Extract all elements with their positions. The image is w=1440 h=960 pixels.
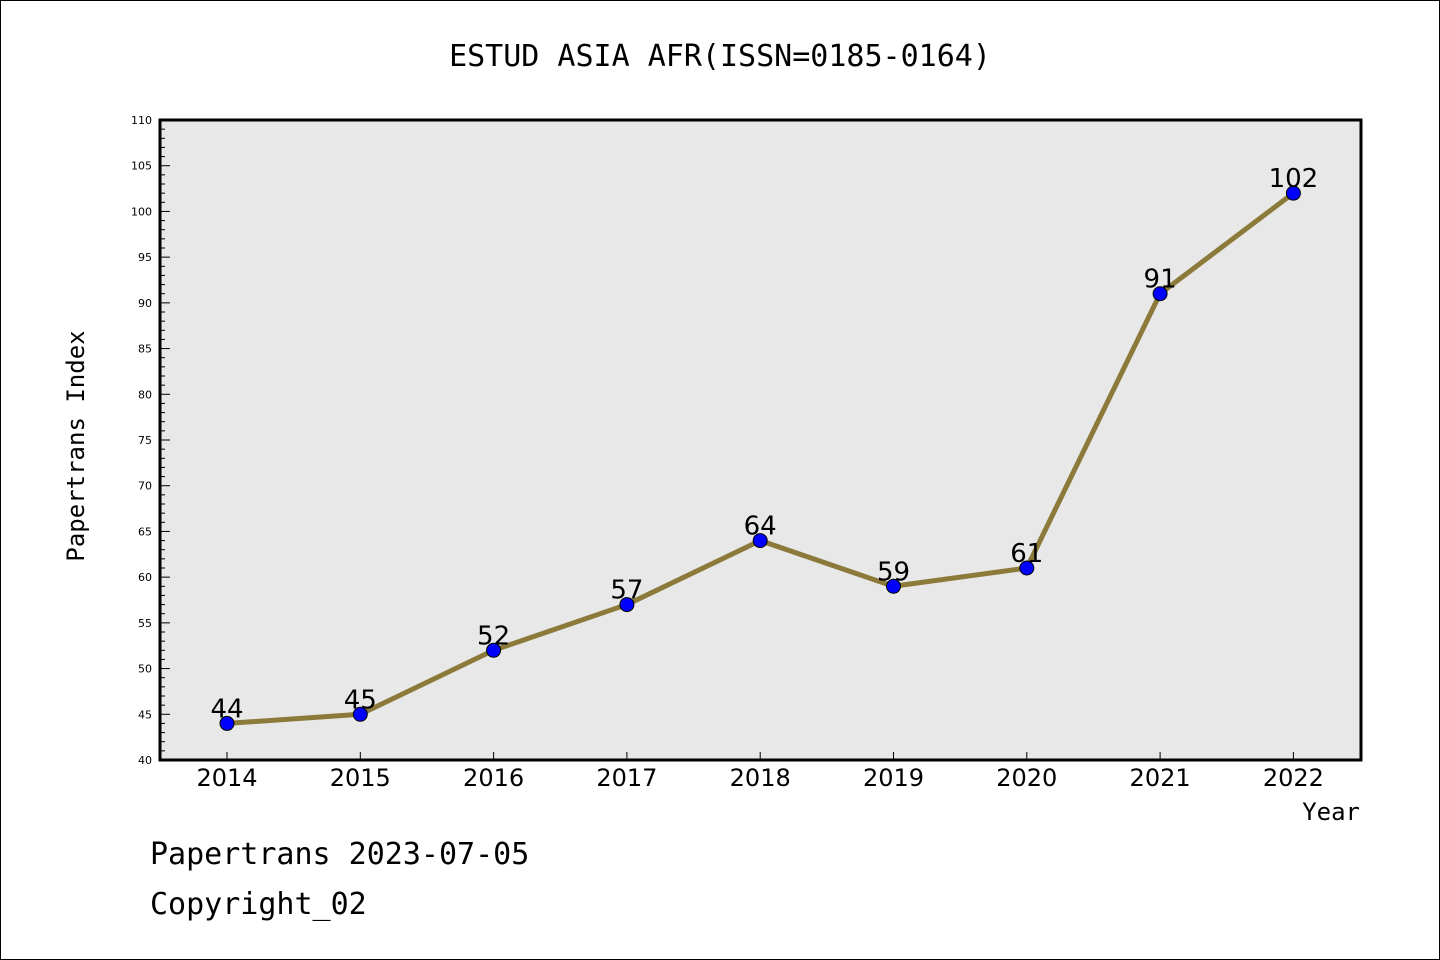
data-point [752,533,768,549]
y-tick-label: 65 [138,525,152,538]
data-label: 44 [210,694,243,724]
data-point [486,642,502,658]
x-tick-label: 2018 [730,764,791,792]
data-point [619,597,635,613]
y-tick-label: 70 [138,480,152,493]
data-labels: 44 45 52 57 64 59 61 91 102 [210,164,1318,724]
data-point [1152,286,1168,302]
data-label: 102 [1269,164,1319,194]
data-label: 91 [1144,265,1177,295]
footer-copyright: Copyright_02 [150,887,367,922]
y-tick-label: 50 [138,663,152,676]
y-tick-label: 60 [138,571,152,584]
y-tick-label: 105 [131,160,152,173]
data-point [1019,560,1035,576]
data-label: 59 [877,557,910,587]
data-point [886,578,901,594]
data-label: 45 [344,685,377,715]
footer-date: Papertrans 2023-07-05 [150,837,529,872]
x-tick-label: 2021 [1130,764,1191,792]
data-point [1285,185,1301,201]
y-tick-label: 75 [138,434,152,447]
data-label: 57 [610,576,643,606]
y-axis-label: Papertrans Index [62,330,90,561]
data-label: 61 [1010,539,1043,569]
y-axis-ticks: 40 45 50 55 60 65 70 75 80 85 90 95 100 105 110 [131,114,170,767]
x-tick-label: 2022 [1263,764,1324,792]
x-tick-label: 2020 [996,764,1057,792]
y-tick-label: 90 [138,297,152,310]
x-tick-label: 2019 [863,764,924,792]
chart-title: ESTUD ASIA AFR(ISSN=0185-0164) [449,39,991,74]
y-tick-label: 55 [138,617,152,630]
series-line-group [219,185,1301,731]
y-tick-label: 80 [138,388,152,401]
y-tick-label: 45 [138,708,152,721]
x-tick-label: 2015 [330,764,391,792]
x-tick-label: 2016 [463,764,524,792]
y-tick-label: 85 [138,343,152,356]
y-tick-label: 100 [131,205,152,218]
x-axis-label: Year [1302,798,1360,826]
plot-area [158,118,1363,762]
x-tick-label: 2014 [196,764,257,792]
data-label: 64 [744,512,777,542]
data-point [352,706,368,722]
y-tick-label: 110 [131,114,152,127]
x-tick-label: 2017 [596,764,657,792]
data-label: 52 [477,621,510,651]
y-tick-label: 40 [138,754,152,767]
data-point [219,715,235,731]
x-axis-ticks: 2014 2015 2016 2017 2018 2019 2020 2021 2022 [196,752,1324,792]
y-tick-label: 95 [138,251,152,264]
